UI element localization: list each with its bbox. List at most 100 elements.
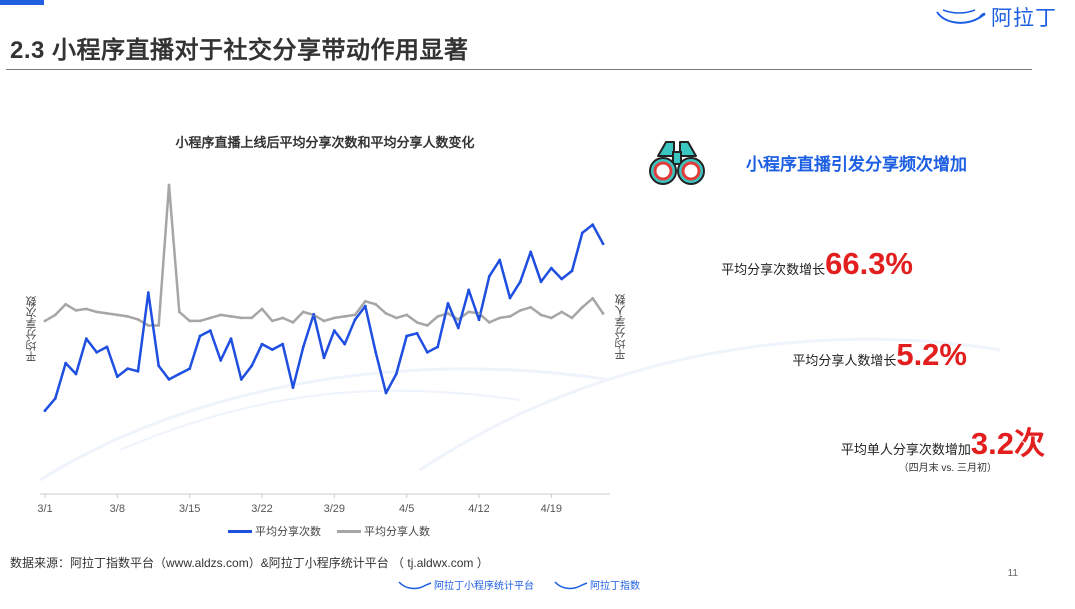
panel-heading: 小程序直播引发分享频次增加 bbox=[746, 155, 967, 174]
data-point bbox=[549, 266, 553, 270]
data-point bbox=[239, 378, 243, 381]
chart-title: 小程序直播上线后平均分享次数和平均分享人数变化 bbox=[175, 135, 475, 150]
data-point bbox=[384, 312, 388, 315]
data-point bbox=[229, 315, 233, 318]
footer-logo-text: 阿拉丁小程序统计平台 bbox=[434, 581, 534, 592]
watermark bbox=[39, 337, 1001, 482]
data-point bbox=[446, 302, 450, 305]
data-point bbox=[188, 319, 192, 323]
data-point bbox=[322, 356, 326, 360]
data-point bbox=[260, 307, 264, 311]
brand-logo: 阿拉丁 bbox=[935, 2, 1057, 32]
data-point bbox=[301, 310, 305, 314]
data-point bbox=[219, 359, 223, 362]
chart-legend: 平均分享次数 平均分享人数 bbox=[228, 523, 430, 539]
footer-logo-stats-platform: 阿拉丁小程序统计平台 bbox=[398, 577, 534, 592]
legend-label: 平均分享次数 bbox=[255, 526, 321, 538]
data-point bbox=[53, 313, 57, 317]
data-source: 数据来源：阿拉丁指数平台（www.aldzs.com）&阿拉丁小程序统计平台 （… bbox=[10, 556, 489, 570]
data-point bbox=[601, 312, 605, 315]
legend-swatch-gray bbox=[337, 529, 361, 533]
data-point bbox=[64, 361, 68, 365]
data-point bbox=[43, 319, 47, 323]
data-point bbox=[374, 350, 378, 354]
data-point bbox=[384, 391, 388, 395]
series-line-avg-sharers bbox=[43, 183, 605, 327]
data-point bbox=[363, 304, 367, 308]
data-point bbox=[415, 331, 419, 335]
data-point bbox=[136, 318, 140, 321]
data-point bbox=[425, 350, 429, 354]
data-point bbox=[312, 312, 316, 316]
data-point bbox=[177, 372, 181, 376]
data-point bbox=[146, 324, 150, 327]
series-points-avg-sharers bbox=[43, 183, 605, 327]
header-accent-tab bbox=[0, 0, 44, 5]
x-tick-label: 4/12 bbox=[468, 503, 489, 515]
legend-swatch-blue bbox=[228, 529, 252, 533]
data-point bbox=[95, 310, 99, 314]
data-point bbox=[477, 318, 481, 322]
data-point bbox=[126, 367, 130, 370]
stat-value: 66.3% bbox=[825, 246, 913, 281]
data-point bbox=[560, 277, 564, 281]
stat-per-user-share-increase: 平均单人分享次数增加 3.2次 bbox=[841, 418, 1045, 463]
data-point bbox=[188, 367, 192, 370]
data-point bbox=[343, 342, 347, 346]
data-point bbox=[570, 269, 574, 273]
data-point bbox=[580, 305, 584, 309]
data-point bbox=[508, 296, 512, 300]
x-tick-label: 3/15 bbox=[179, 503, 200, 515]
data-point bbox=[539, 313, 543, 317]
data-point bbox=[157, 324, 161, 327]
data-point bbox=[74, 309, 78, 312]
binoculars-icon bbox=[649, 141, 705, 185]
data-point bbox=[208, 316, 212, 320]
legend-item-avg-shares: 平均分享次数 bbox=[228, 523, 321, 539]
data-point bbox=[467, 310, 471, 314]
data-point bbox=[508, 315, 512, 318]
data-point bbox=[219, 313, 223, 317]
series-points-avg-shares bbox=[43, 223, 605, 412]
data-point bbox=[126, 315, 130, 318]
data-point bbox=[270, 319, 274, 323]
x-tick-label: 3/29 bbox=[324, 503, 345, 515]
data-point bbox=[146, 291, 150, 294]
data-point bbox=[425, 324, 429, 327]
data-point bbox=[136, 369, 140, 373]
stat-label: 平均分享次数增长 bbox=[721, 262, 826, 277]
data-point bbox=[456, 318, 460, 321]
data-point bbox=[374, 302, 378, 306]
data-point bbox=[498, 258, 502, 262]
stat-value: 5.2% bbox=[896, 337, 967, 372]
data-point bbox=[487, 321, 491, 324]
data-point bbox=[363, 299, 367, 303]
data-point bbox=[64, 302, 68, 306]
data-point bbox=[157, 364, 161, 368]
data-point bbox=[115, 313, 119, 317]
data-point bbox=[250, 316, 254, 320]
data-point bbox=[291, 321, 295, 324]
legend-label: 平均分享人数 bbox=[364, 526, 430, 538]
stat-label: 平均分享人数增长 bbox=[792, 353, 897, 368]
data-point bbox=[281, 316, 285, 320]
data-point bbox=[250, 364, 254, 368]
data-point bbox=[415, 321, 419, 324]
title-divider bbox=[6, 69, 1032, 70]
data-point bbox=[570, 316, 574, 320]
stat-share-count-growth: 平均分享次数增长 66.3% bbox=[721, 246, 913, 282]
data-point bbox=[53, 397, 57, 400]
data-point bbox=[580, 231, 584, 235]
data-point bbox=[467, 288, 471, 292]
data-point bbox=[198, 334, 202, 338]
x-tick-label: 3/8 bbox=[110, 503, 125, 515]
lamp-icon bbox=[936, 9, 986, 24]
stat-note: （四月末 vs. 三月初） bbox=[898, 463, 997, 474]
page-title: 2.3 小程序直播对于社交分享带动作用显著 bbox=[10, 37, 469, 64]
lamp-icon bbox=[398, 580, 432, 589]
data-point bbox=[343, 315, 347, 318]
x-axis-ticks: 3/1 3/8 3/15 3/22 3/29 4/5 4/12 4/19 bbox=[37, 494, 562, 515]
data-point bbox=[301, 345, 305, 349]
data-point bbox=[560, 310, 564, 314]
